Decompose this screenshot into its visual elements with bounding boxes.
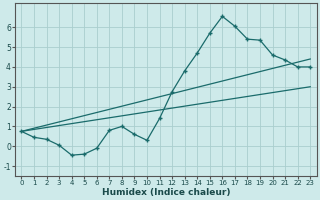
- X-axis label: Humidex (Indice chaleur): Humidex (Indice chaleur): [101, 188, 230, 197]
